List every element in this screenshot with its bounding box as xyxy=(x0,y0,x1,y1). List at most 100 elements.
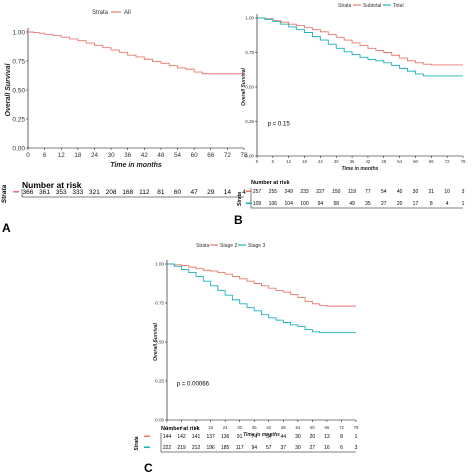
panel-a-risk-value-0-0: 366 xyxy=(23,189,34,196)
panel-a-x-tick-label-7: 42 xyxy=(141,152,149,159)
panel-c-x-tick-label-5: 30 xyxy=(237,425,242,430)
panel-c-x-axis-label: Time in months xyxy=(243,432,280,438)
panel-c-x-tick-label-9: 54 xyxy=(295,425,300,430)
panel-a-x-tick-label-4: 24 xyxy=(91,152,99,159)
panel-c-risk-value-0-3: 137 xyxy=(206,434,215,440)
panel-b-risk-value-1-8: 27 xyxy=(381,201,387,207)
panel-b-risk-value-1-5: 58 xyxy=(333,201,339,207)
panel-c-risk-value-0-1: 142 xyxy=(177,434,186,440)
panel-c-risk-value-1-13: 3 xyxy=(355,445,358,451)
panel-c-series-line-0 xyxy=(167,263,356,307)
panel-a-risk-value-0-4: 321 xyxy=(89,189,100,196)
panel-b-risk-value-1-6: 49 xyxy=(349,201,355,207)
panel-c-x-tick-label-4: 24 xyxy=(223,425,228,430)
panel-c-risk-value-0-13: 1 xyxy=(355,434,358,440)
panel-b-x-tick-label-10: 60 xyxy=(413,159,418,164)
panel-a-risk-value-0-12: 14 xyxy=(224,189,232,196)
panel-b-risk-value-1-13: 1 xyxy=(462,201,465,207)
panel-b-risk-value-1-4: 94 xyxy=(318,201,324,207)
panel-a-x-tick-label-12: 72 xyxy=(224,152,232,159)
panel-a-y-tick-label-0: 0.00 xyxy=(12,145,25,152)
panel-c-y-axis-label: Overall Survival xyxy=(153,322,159,360)
panel-b-risk-value-0-0: 257 xyxy=(253,189,262,195)
panel-b-y-tick-label-1: 0.25 xyxy=(245,119,254,124)
panel-b-risk-value-0-10: 30 xyxy=(413,189,419,195)
panel-b-x-axis-label: Time in months xyxy=(342,166,379,172)
panel-c-legend-label-1: Stage 3 xyxy=(248,243,265,249)
panel-b-risk-value-0-1: 255 xyxy=(269,189,278,195)
panel-b-y-tick-label-4: 1.00 xyxy=(245,16,254,21)
panel-b-risk-value-0-9: 40 xyxy=(397,189,403,195)
panel-a-x-tick-label-9: 54 xyxy=(174,152,182,159)
panel-a-x-axis-label: Time in months xyxy=(110,162,162,169)
panel-a-risk-value-0-7: 112 xyxy=(139,189,150,196)
panel-c-risk-value-1-11: 16 xyxy=(324,445,330,451)
panel-b-risk-value-0-13: 3 xyxy=(462,189,465,195)
panel-b-x-tick-label-13: 78 xyxy=(461,159,466,164)
panel-c-risk-value-1-4: 185 xyxy=(221,445,230,451)
panel-a-risk-table-strata-label: Strata xyxy=(1,184,8,203)
panel-b-risk-value-0-3: 233 xyxy=(300,189,309,195)
panel-b-panel-label: B xyxy=(234,213,243,227)
panel-a-legend: Strata All xyxy=(92,10,131,16)
panel-c-risk-value-0-5: 91 xyxy=(237,434,243,440)
panel-b-risk-value-1-3: 100 xyxy=(300,201,309,207)
panel-b-x-tick-label-8: 48 xyxy=(381,159,386,164)
panel-b-x-tick-label-11: 66 xyxy=(429,159,434,164)
panel-b-risk-value-0-6: 119 xyxy=(348,189,356,195)
panel-b-legend-label-0: Subtotal xyxy=(363,3,381,9)
panel-a-risk-value-0-11: 29 xyxy=(207,189,215,196)
panel-a-y-tick-label-4: 1.00 xyxy=(12,29,25,36)
panel-c-x-tick-label-11: 66 xyxy=(325,425,330,430)
panel-a-risk-table-title: Number at risk xyxy=(22,180,82,190)
panel-b-risk-value-0-2: 249 xyxy=(285,189,294,195)
panel-a-x-tick-label-3: 18 xyxy=(74,152,82,159)
panel-a-risk-value-0-2: 353 xyxy=(56,189,67,196)
panel-c-risk-value-1-2: 212 xyxy=(192,445,201,451)
panel-a-y-tick-label-1: 0.25 xyxy=(12,116,25,123)
panel-b-p-value: p = 0.15 xyxy=(268,121,291,128)
panel-c-y-tick-label-2: 0.50 xyxy=(155,340,164,345)
panel-a-risk-value-0-1: 361 xyxy=(39,189,50,196)
panel-b-legend-title: Strata xyxy=(338,3,352,9)
panel-b-y-tick-label-2: 0.50 xyxy=(245,85,254,90)
panel-a-x-tick-label-5: 30 xyxy=(108,152,116,159)
panel-b-y-tick-label-0: 0.00 xyxy=(245,154,254,159)
panel-a-y-tick-label-2: 0.50 xyxy=(12,87,25,94)
panel-c-risk-value-0-11: 13 xyxy=(324,434,330,440)
panel-a-risk-value-0-6: 168 xyxy=(122,189,133,196)
panel-c-x-tick-label-3: 18 xyxy=(208,425,213,430)
panel-c-risk-value-0-8: 44 xyxy=(281,434,287,440)
panel-a-risk-value-0-9: 60 xyxy=(174,189,182,196)
panel-c-risk-value-1-10: 27 xyxy=(310,445,316,451)
panel-a-risk-value-0-8: 81 xyxy=(157,189,165,196)
panel-a-risk-value-0-10: 47 xyxy=(191,189,199,196)
panel-b-risk-table-strata-label: Strata xyxy=(237,192,243,206)
panel-c-legend-label-0: Stage 2 xyxy=(220,243,237,249)
panel-c-x-tick-label-1: 6 xyxy=(180,425,183,430)
panel-c-panel-label: C xyxy=(144,461,153,474)
panel-a-legend-label-0: All xyxy=(124,10,131,16)
panel-c-x-tick-label-0: 0 xyxy=(166,425,169,430)
panel-a-x-tick-label-6: 36 xyxy=(124,152,132,159)
panel-b-x-tick-label-5: 30 xyxy=(334,159,339,164)
panel-c-risk-value-1-3: 196 xyxy=(206,445,215,451)
panel-b-risk-value-1-12: 4 xyxy=(446,201,449,207)
panel-c-risk-value-1-6: 94 xyxy=(251,445,257,451)
panel-c-risk-value-1-1: 219 xyxy=(177,445,186,451)
panel-b-risk-value-0-5: 150 xyxy=(332,189,341,195)
panel-b-risk-table-title: Number at risk xyxy=(251,180,290,186)
panel-b-x-tick-label-2: 12 xyxy=(286,159,291,164)
panel-c-risk-value-1-12: 6 xyxy=(340,445,343,451)
panel-b-risk-value-1-7: 35 xyxy=(365,201,371,207)
panel-c-risk-value-1-5: 117 xyxy=(236,445,244,451)
panel-b-y-axis-label: Overall Survival xyxy=(241,67,247,105)
panel-c-risk-value-0-6: 74 xyxy=(251,434,257,440)
panel-b-risk-value-1-1: 106 xyxy=(269,201,278,207)
panel-b-x-tick-label-0: 0 xyxy=(256,159,259,164)
panel-c-risk-value-0-2: 141 xyxy=(192,434,201,440)
panel-c-risk-value-1-0: 222 xyxy=(163,445,172,451)
panel-a-risk-value-0-13: 4 xyxy=(242,189,246,196)
panel-a-y-axis-label: Overall Survival xyxy=(5,62,12,116)
